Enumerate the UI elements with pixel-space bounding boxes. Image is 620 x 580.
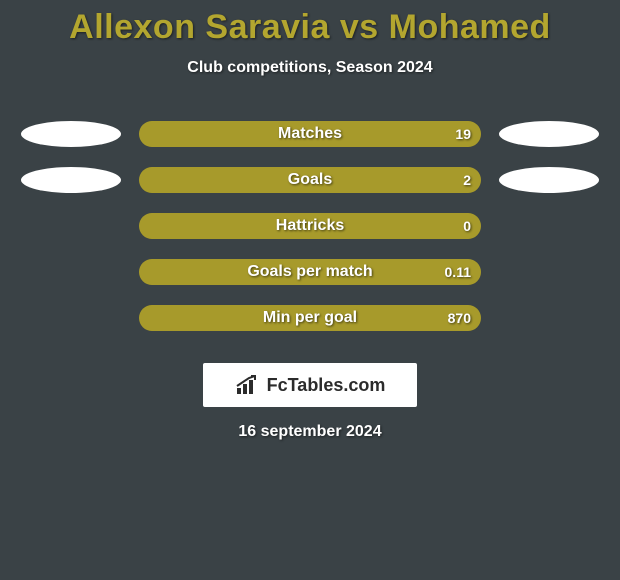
stat-row: Hattricks 0 bbox=[0, 203, 620, 249]
stat-row: Goals 2 bbox=[0, 157, 620, 203]
stat-value-right: 870 bbox=[448, 310, 471, 326]
stat-value-right: 19 bbox=[455, 126, 471, 142]
stat-row: Matches 19 bbox=[0, 111, 620, 157]
right-oval bbox=[499, 167, 599, 193]
stat-label: Hattricks bbox=[276, 217, 344, 235]
chart-icon bbox=[235, 374, 261, 396]
page-title: Allexon Saravia vs Mohamed bbox=[0, 0, 620, 47]
stat-label: Matches bbox=[278, 125, 342, 143]
stat-label: Goals per match bbox=[247, 263, 372, 281]
date-line: 16 september 2024 bbox=[0, 423, 620, 441]
stat-row: Goals per match 0.11 bbox=[0, 249, 620, 295]
stat-bar: Hattricks 0 bbox=[139, 213, 481, 239]
stat-label: Min per goal bbox=[263, 309, 357, 327]
stat-label: Goals bbox=[288, 171, 332, 189]
stat-bar: Goals 2 bbox=[139, 167, 481, 193]
stat-row: Min per goal 870 bbox=[0, 295, 620, 341]
subtitle: Club competitions, Season 2024 bbox=[0, 59, 620, 77]
left-oval bbox=[21, 121, 121, 147]
right-oval bbox=[499, 121, 599, 147]
stat-bar: Min per goal 870 bbox=[139, 305, 481, 331]
left-oval bbox=[21, 167, 121, 193]
stat-value-right: 0.11 bbox=[445, 264, 471, 280]
stats-rows: Matches 19 Goals 2 Hattricks 0 Goals per match… bbox=[0, 111, 620, 341]
stat-value-right: 2 bbox=[463, 172, 471, 188]
stat-bar: Matches 19 bbox=[139, 121, 481, 147]
stat-value-right: 0 bbox=[463, 218, 471, 234]
content-wrapper: Allexon Saravia vs Mohamed Club competit… bbox=[0, 0, 620, 580]
logo-box: FcTables.com bbox=[203, 363, 417, 407]
stat-bar: Goals per match 0.11 bbox=[139, 259, 481, 285]
logo-text: FcTables.com bbox=[267, 375, 386, 396]
